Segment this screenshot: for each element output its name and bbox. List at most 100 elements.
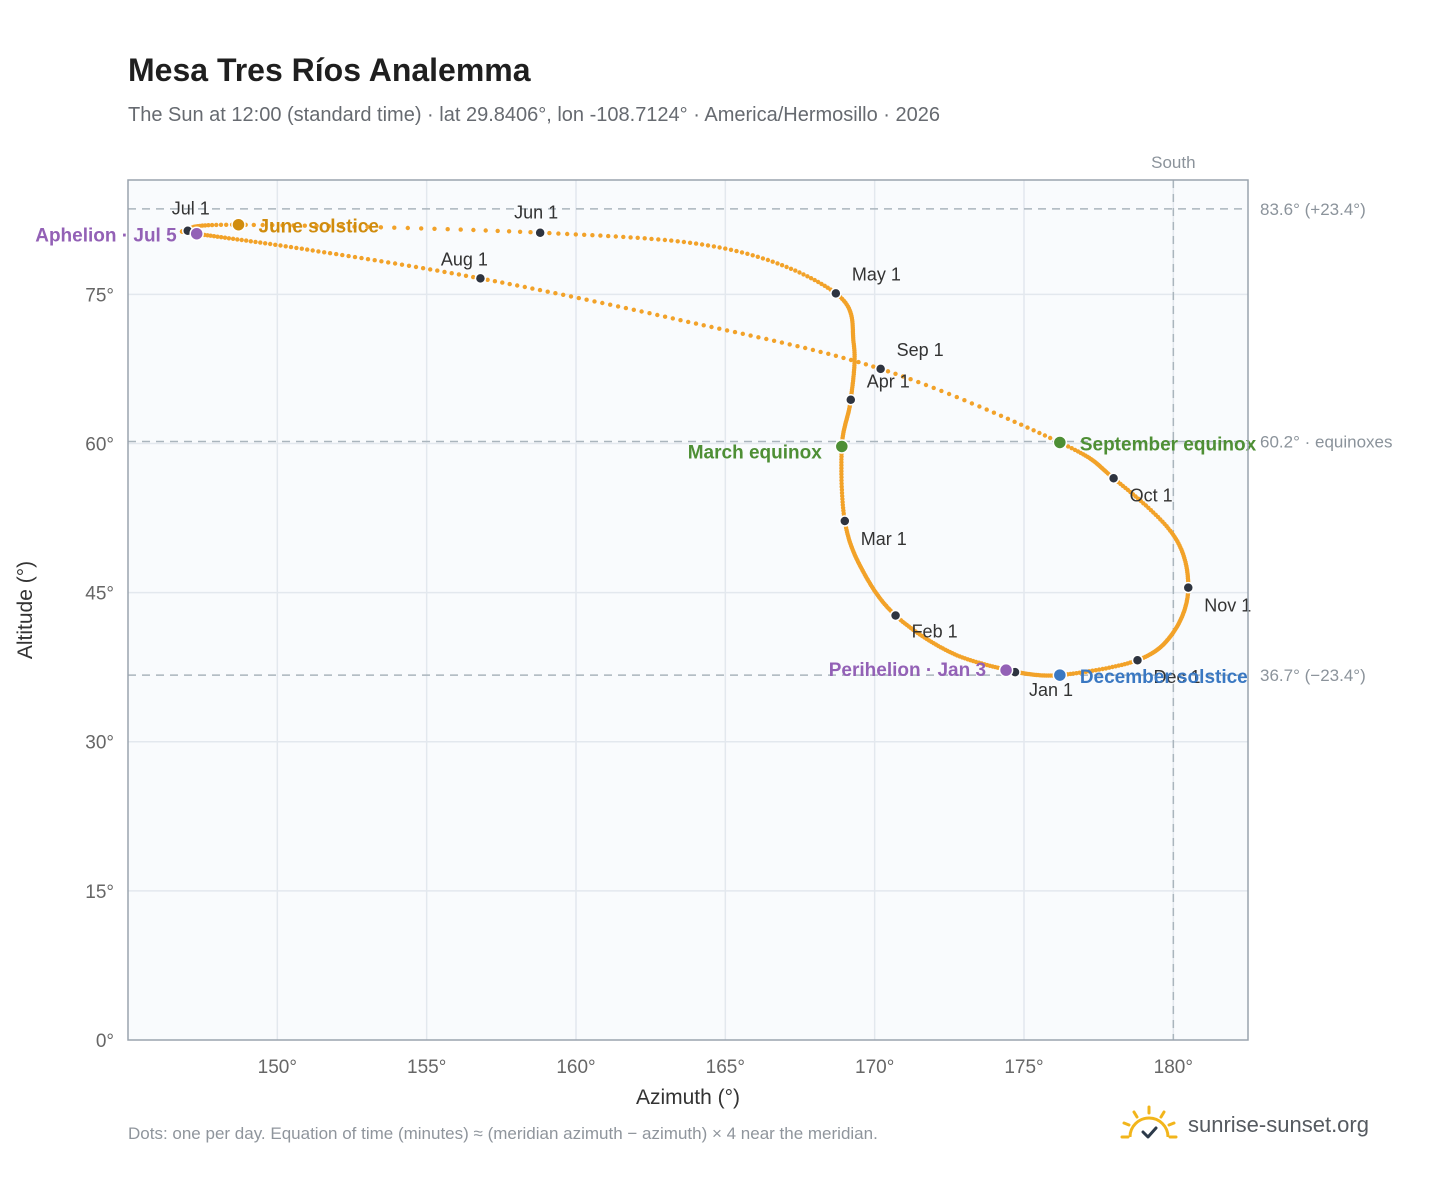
daily-dot (327, 251, 333, 256)
daily-dot (322, 250, 327, 255)
daily-dot (709, 324, 714, 330)
daily-dot (420, 266, 426, 271)
daily-dot (724, 328, 730, 333)
daily-dot (810, 347, 816, 353)
daily-dot (856, 359, 861, 365)
month-marker (534, 226, 546, 239)
daily-dot (678, 318, 683, 323)
daily-dot (273, 242, 278, 247)
daily-dot (717, 326, 722, 331)
daily-dot (739, 250, 745, 255)
x-tick-label: 180° (1154, 1057, 1193, 1078)
daily-dot (779, 263, 785, 268)
daily-dot (732, 329, 738, 335)
daily-dot (458, 227, 463, 232)
y-axis-title: Altitude (°) (14, 561, 37, 659)
x-tick-label: 165° (706, 1057, 745, 1078)
daily-dot (946, 391, 952, 397)
daily-dot (517, 229, 523, 234)
daily-dot (471, 227, 476, 233)
daily-dot (244, 238, 249, 243)
daily-dot (613, 234, 618, 239)
daily-dot (1090, 668, 1095, 673)
month-marker-label: Sep 1 (897, 340, 944, 360)
month-marker (1182, 581, 1195, 594)
daily-dot (224, 222, 229, 227)
x-tick-label: 170° (855, 1057, 894, 1078)
daily-dot (1012, 419, 1017, 424)
month-marker (1107, 472, 1120, 485)
daily-dot (582, 232, 587, 237)
daily-dot (1037, 430, 1042, 436)
reference-line-label: 83.6° (+23.4°) (1260, 200, 1366, 219)
daily-dot (764, 336, 769, 342)
event-marker (998, 662, 1014, 678)
daily-dot (406, 263, 412, 268)
event-marker (189, 226, 204, 241)
daily-dot (211, 234, 217, 239)
daily-dot (399, 262, 405, 267)
daily-dot (214, 222, 219, 228)
daily-dot (1005, 416, 1011, 421)
daily-dot (209, 222, 215, 228)
daily-dot (765, 257, 771, 263)
daily-dot (556, 231, 561, 236)
daily-dot (413, 264, 419, 270)
event-markers: March equinox September equinox June solst… (35, 217, 1256, 688)
daily-dot (608, 302, 613, 307)
daily-dot (1042, 433, 1048, 438)
daily-dot (711, 244, 717, 249)
daily-dot (621, 234, 626, 240)
daily-dot (750, 253, 755, 258)
brand-name[interactable]: sunrise-sunset.org (1188, 1112, 1369, 1137)
x-axis-title: Azimuth (°) (636, 1086, 740, 1109)
daily-dot (755, 254, 760, 259)
daily-dot (839, 490, 845, 496)
daily-dot (623, 305, 629, 311)
daily-dot (576, 295, 581, 301)
daily-dot (419, 226, 424, 231)
daily-dot (463, 273, 469, 278)
event-label: December solstice (1080, 667, 1248, 688)
daily-dot (693, 241, 699, 246)
daily-dot (805, 274, 810, 279)
daily-dot (326, 224, 332, 229)
daily-dot (219, 235, 224, 240)
daily-dot (598, 233, 603, 238)
daily-dot (991, 410, 997, 415)
daily-dot (334, 251, 339, 257)
daily-dot (606, 233, 611, 239)
daily-dot (740, 331, 745, 336)
daily-dot (647, 311, 652, 316)
daily-dot (649, 236, 654, 242)
event-label: September equinox (1080, 434, 1257, 455)
daily-dot (863, 362, 869, 367)
daily-dot (405, 225, 410, 231)
daily-dot (675, 239, 680, 244)
daily-dot (352, 254, 358, 260)
y-tick-label: 0° (96, 1031, 114, 1052)
daily-dot (670, 316, 675, 321)
month-marker-label: Oct 1 (1130, 485, 1173, 505)
daily-dot (283, 244, 288, 249)
footnote: Dots: one per day. Equation of time (min… (128, 1124, 878, 1143)
daily-dot (278, 243, 283, 248)
daily-dot (392, 261, 398, 266)
daily-dot (222, 235, 228, 240)
daily-dot (639, 309, 644, 314)
daily-dot (784, 264, 789, 270)
daily-dot (770, 259, 775, 264)
grid-lines (128, 180, 1248, 1040)
month-marker-label: Jul 1 (172, 199, 210, 219)
daily-dot (584, 297, 589, 302)
daily-dot (1100, 666, 1105, 672)
daily-dot (662, 314, 668, 319)
daily-dot (908, 377, 913, 382)
daily-dot (839, 475, 844, 480)
daily-dot (492, 279, 498, 284)
daily-dot (215, 234, 220, 239)
daily-dot (615, 304, 621, 309)
daily-dot (686, 319, 691, 325)
brand[interactable]: sunrise-sunset.org (1120, 1100, 1369, 1150)
